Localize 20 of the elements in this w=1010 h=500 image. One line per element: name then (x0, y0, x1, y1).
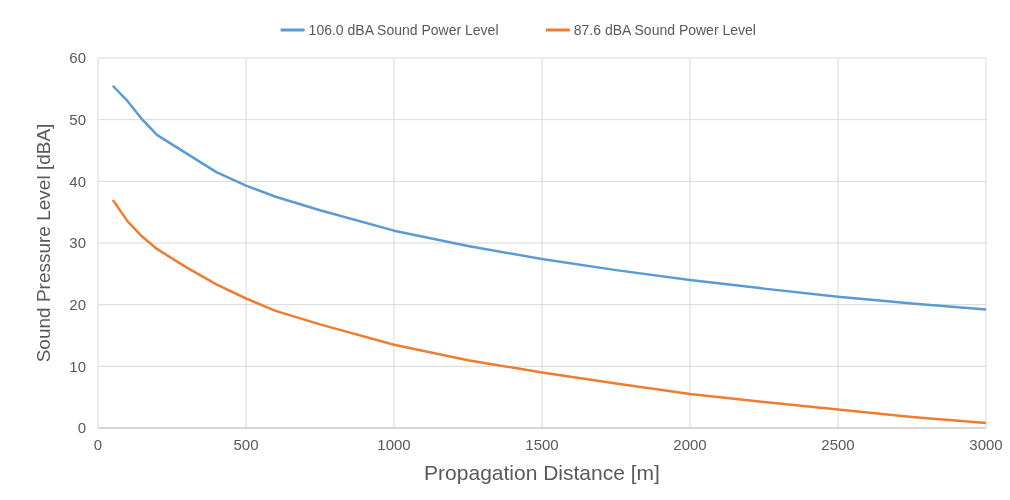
y-tick-label: 0 (77, 419, 86, 437)
legend-label: 106.0 dBA Sound Power Level (308, 21, 499, 38)
y-tick-label: 60 (69, 49, 86, 67)
x-tick-label: 2000 (673, 436, 707, 453)
y-tick-label: 10 (69, 357, 86, 375)
x-tick-label: 2500 (821, 436, 855, 453)
x-tick-label: 500 (233, 436, 259, 453)
x-tick-label: 3000 (969, 436, 1003, 453)
line-series (111, 84, 988, 311)
x-tick-label: 0 (93, 436, 103, 453)
y-tick-label: 50 (69, 110, 86, 128)
y-tick-label: 30 (69, 234, 86, 252)
y-tick-label: 40 (69, 172, 86, 190)
x-tick-label: 1500 (525, 436, 559, 453)
legend-label: 87.6 dBA Sound Power Level (573, 21, 756, 38)
y-tick-label: 20 (69, 295, 86, 313)
x-axis-title: Propagation Distance [m] (424, 461, 660, 484)
line-series (111, 198, 988, 425)
x-tick-label: 1000 (377, 436, 411, 453)
y-axis-title: Sound Pressure Level [dBA] (33, 123, 54, 363)
